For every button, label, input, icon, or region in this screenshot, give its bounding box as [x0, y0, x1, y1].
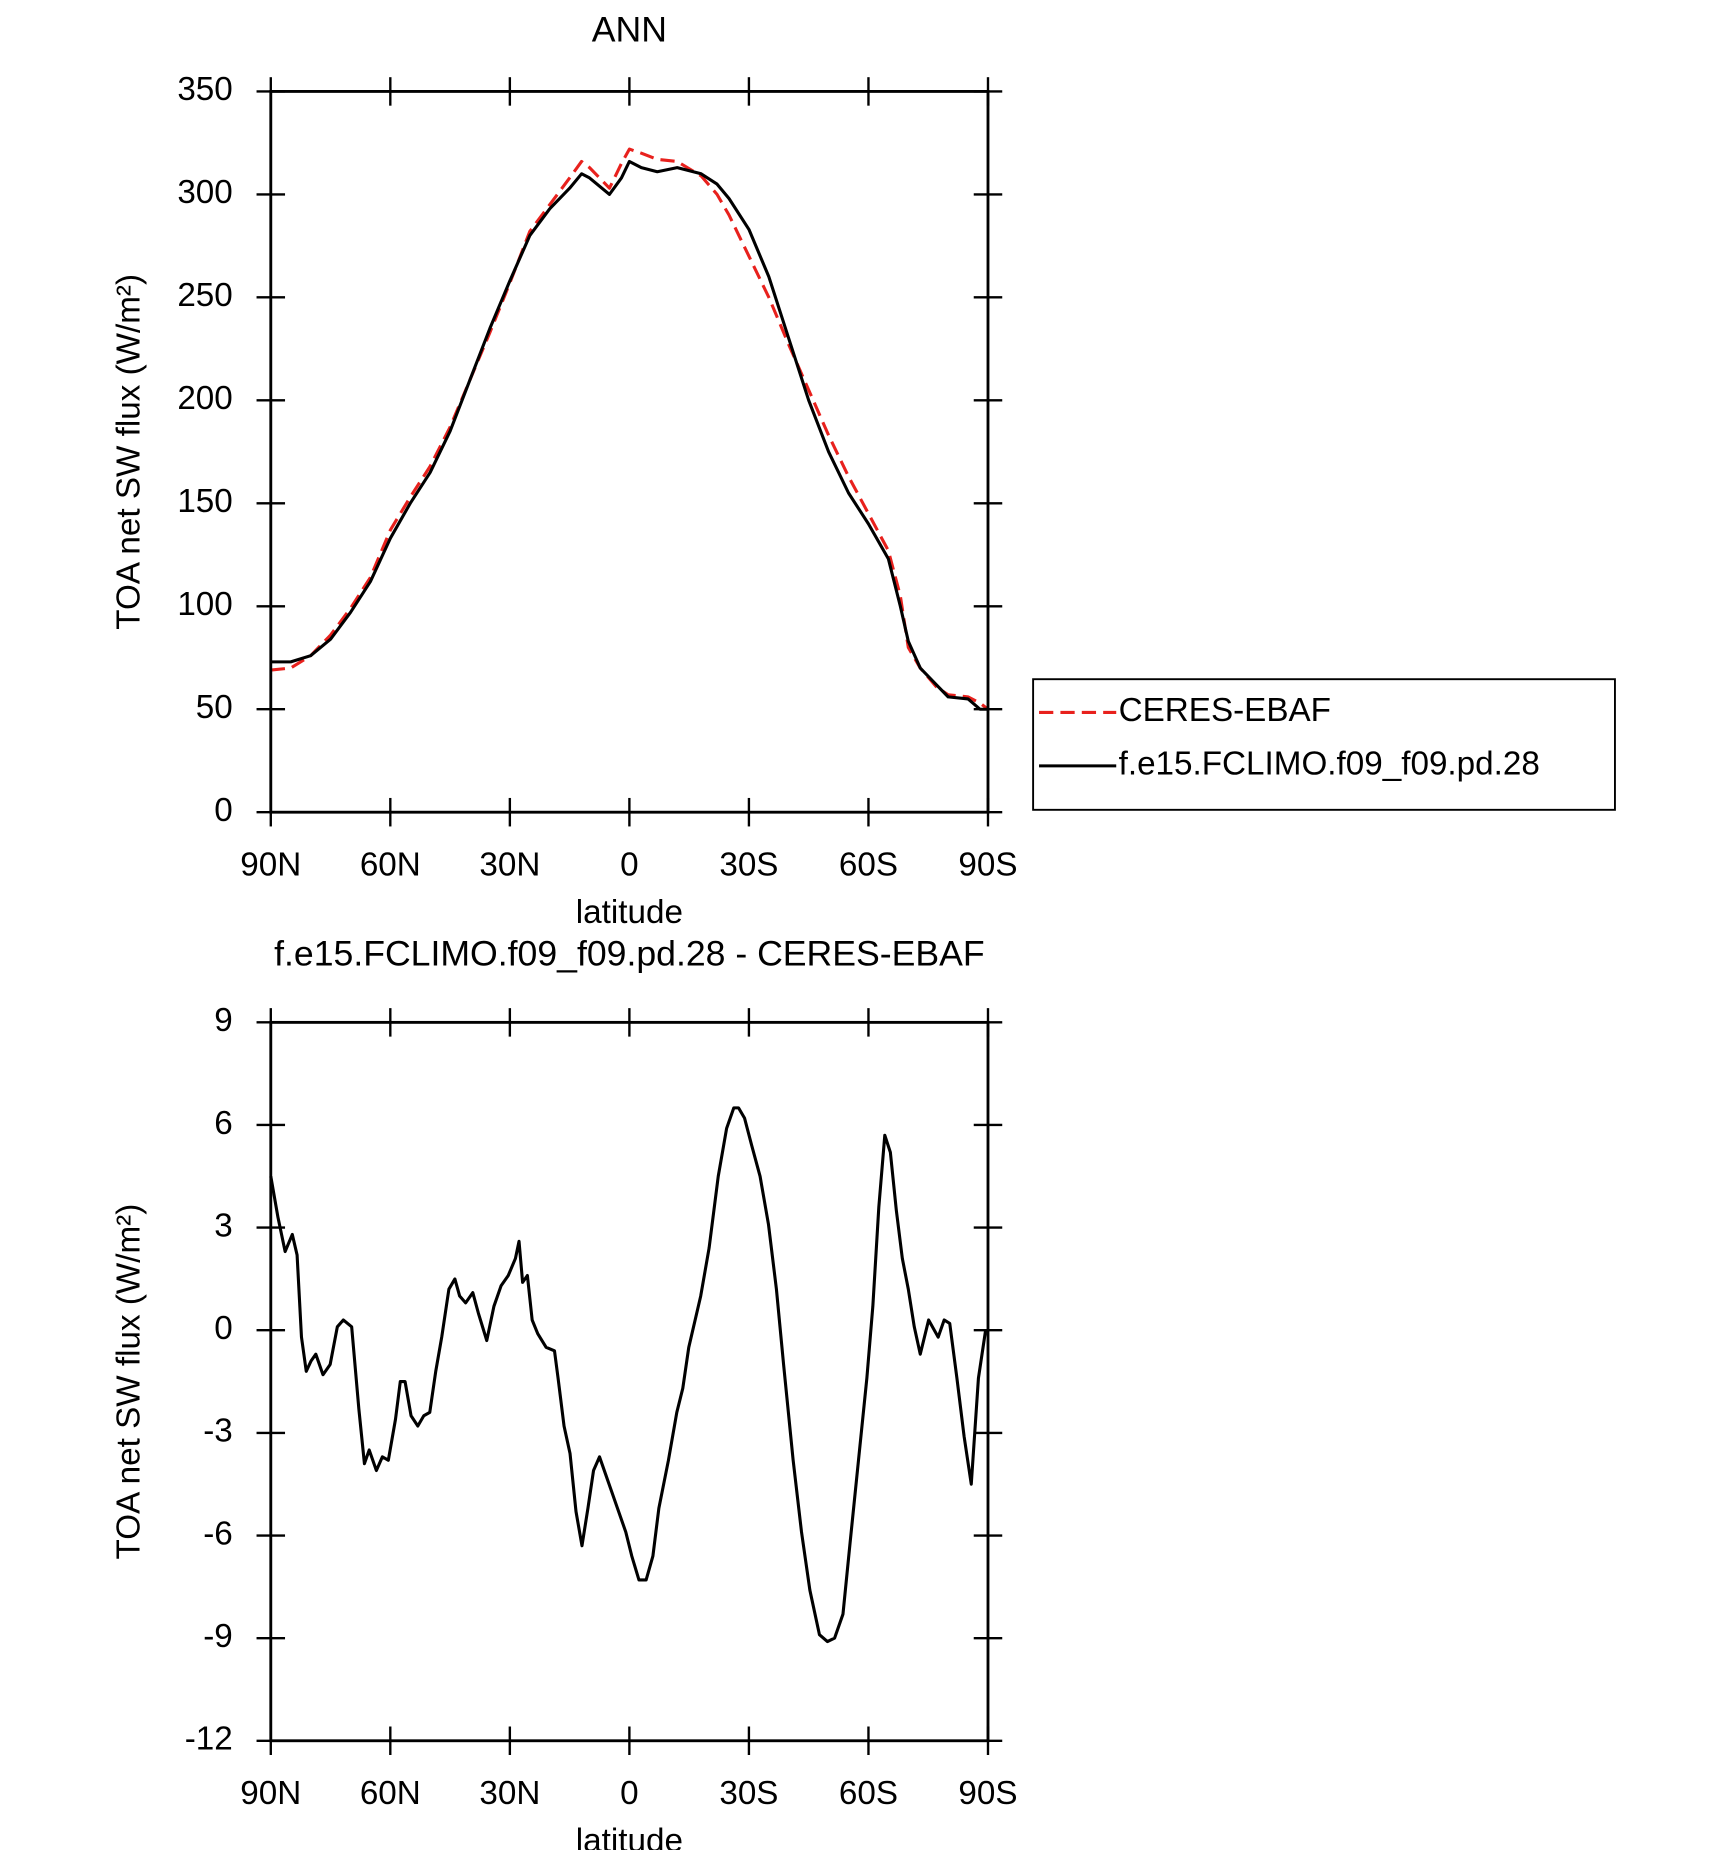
x-axis-label: latitude	[576, 1823, 683, 1850]
x-tick-label: 0	[620, 847, 638, 884]
x-tick-label: 90N	[240, 847, 301, 884]
x-tick-label: 0	[620, 1775, 638, 1812]
y-axis-label: TOA net SW flux (W/m²)	[110, 1204, 147, 1560]
y-tick-label: 0	[214, 792, 232, 829]
x-axis-label: latitude	[576, 894, 683, 931]
data-line	[270, 147, 989, 711]
y-tick-label: 250	[177, 277, 232, 314]
y-tick-label: -3	[203, 1413, 233, 1450]
legend: CERES-EBAF f.e15.FCLIMO.f09_f09.pd.28	[1032, 678, 1616, 811]
plot-frame	[269, 90, 990, 814]
data-line	[269, 1106, 988, 1644]
x-tick-label: 60N	[360, 847, 421, 884]
chart-title: ANN	[592, 9, 667, 49]
y-tick-label: -6	[203, 1515, 233, 1552]
legend-box	[1032, 678, 1616, 811]
plot-frame	[269, 1020, 990, 1743]
y-tick-label: 150	[177, 483, 232, 520]
y-tick-label: -12	[185, 1721, 233, 1758]
x-tick-label: 90N	[240, 1775, 301, 1812]
y-tick-label: 0	[214, 1310, 232, 1347]
y-tick-label: 6	[214, 1105, 232, 1142]
y-tick-label: 300	[177, 174, 232, 211]
x-tick-label: 30S	[719, 847, 778, 884]
y-tick-label: 3	[214, 1207, 232, 1244]
y-tick-label: 9	[214, 1002, 232, 1039]
y-axis-label: TOA net SW flux (W/m²)	[110, 274, 147, 630]
x-tick-label: 30N	[479, 847, 540, 884]
y-tick-label: 350	[177, 71, 232, 108]
y-tick-label: -9	[203, 1618, 233, 1655]
y-tick-label: 100	[177, 586, 232, 623]
x-tick-label: 30S	[719, 1775, 778, 1812]
x-tick-label: 60S	[839, 847, 898, 884]
data-line	[270, 159, 988, 711]
legend-label: f.e15.FCLIMO.f09_f09.pd.28	[1119, 746, 1540, 783]
y-tick-label: 50	[196, 689, 233, 726]
chart-title: f.e15.FCLIMO.f09_f09.pd.28 - CERES-EBAF	[274, 933, 985, 973]
y-tick-label: 200	[177, 380, 232, 417]
legend-label: CERES-EBAF	[1119, 692, 1331, 729]
x-tick-label: 30N	[479, 1775, 540, 1812]
x-tick-label: 60N	[360, 1775, 421, 1812]
x-tick-label: 60S	[839, 1775, 898, 1812]
x-tick-label: 90S	[958, 847, 1017, 884]
x-tick-label: 90S	[958, 1775, 1017, 1812]
